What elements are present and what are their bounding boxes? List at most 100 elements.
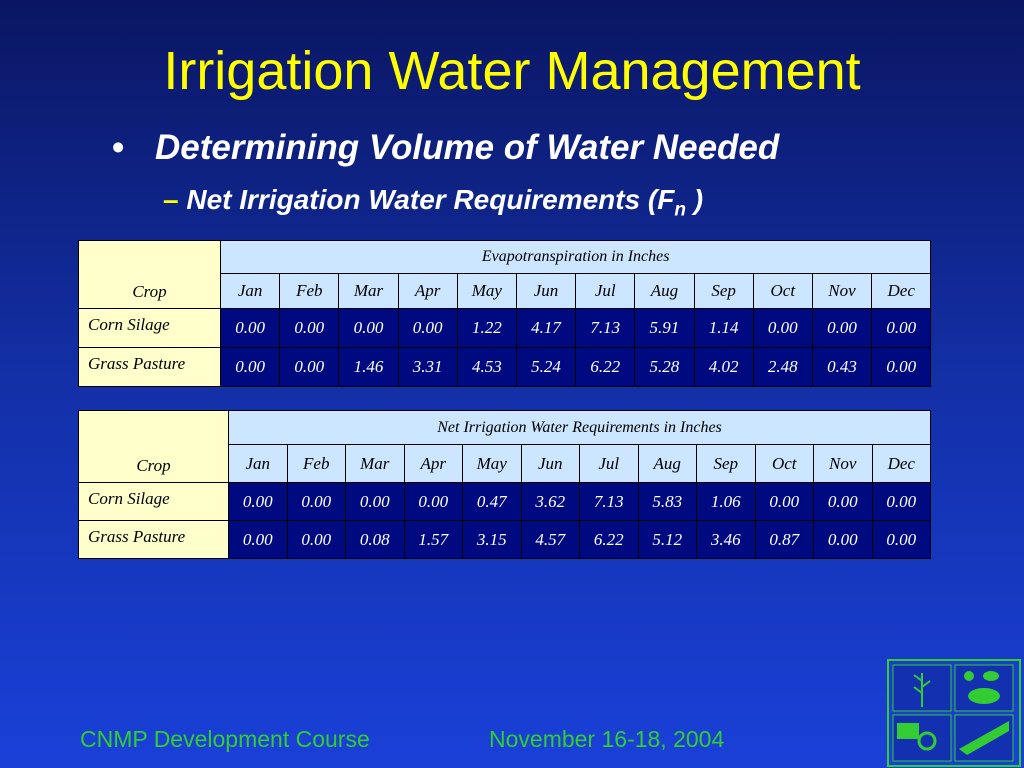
value-cell: 0.00: [752, 308, 813, 348]
crop-name: Corn Silage: [78, 482, 229, 521]
month-row: Jan Feb Mar Apr May Jun Jul Aug Sep Oct Nov Dec: [79, 273, 932, 309]
sub-bullet: – Net Irrigation Water Requirements (Fn …: [163, 184, 704, 221]
value-cell: 3.15: [462, 520, 522, 559]
value-cell: 4.02: [693, 347, 754, 387]
value-cell: 0.00: [871, 308, 932, 348]
value-cell: 3.31: [397, 347, 458, 387]
month-header: Sep: [696, 444, 756, 483]
value-cell: 6.22: [579, 520, 639, 559]
month-header: Jul: [575, 273, 636, 309]
month-header: Aug: [637, 444, 697, 483]
value-cell: 0.00: [279, 347, 340, 387]
data-row: Grass Pasture 0.00 0.00 0.08 1.57 3.15 4.57 6.2…: [78, 520, 931, 559]
month-header: Oct: [752, 273, 813, 309]
month-header: Feb: [286, 444, 346, 483]
slide-title: Irrigation Water Management: [163, 41, 861, 101]
value-cell: 0.00: [279, 308, 340, 348]
footer-right: November 16-18, 2004: [489, 726, 725, 752]
month-header: Jan: [219, 273, 281, 309]
subscript: n: [674, 199, 686, 221]
value-cell: 7.13: [579, 482, 639, 521]
data-table: Crop Evapotranspiration in Inches Jan Feb Ma…: [78, 240, 932, 387]
value-cell: 0.43: [811, 347, 873, 387]
value-cell: 0.00: [871, 520, 931, 559]
month-header: Apr: [397, 273, 458, 309]
value-cell: 5.83: [637, 482, 697, 521]
data-row: Corn Silage 0.00 0.00 0.00 0.00 1.22 4.17 7.13 5…: [78, 308, 932, 348]
month-header: Jan: [228, 444, 288, 483]
month-header: Dec: [871, 273, 932, 309]
month-header: May: [456, 273, 517, 309]
table-container: Crop Evapotranspiration in Inches Jan Feb Ma…: [78, 240, 932, 387]
sub-bullet-text: Net Irrigation Water Requirements (F: [186, 184, 675, 215]
value-cell: 0.00: [228, 520, 288, 559]
crop-header: Crop: [78, 240, 221, 309]
value-cell: 0.00: [813, 482, 873, 521]
crop-name: Grass Pasture: [78, 347, 221, 387]
value-cell: 4.17: [515, 308, 577, 348]
value-cell: 2.48: [752, 347, 813, 387]
month-header: Mar: [338, 273, 399, 309]
value-cell: 1.22: [456, 308, 517, 348]
bullet-text: Determining Volume of Water Needed: [155, 128, 780, 167]
value-cell: 0.00: [754, 482, 814, 521]
month-header: Jun: [520, 444, 580, 483]
logo: [887, 659, 1021, 767]
crop-name: Grass Pasture: [78, 520, 229, 559]
value-cell: 0.08: [345, 520, 405, 559]
value-cell: 5.28: [634, 347, 695, 387]
value-cell: 0.00: [813, 520, 873, 559]
value-cell: 0.00: [219, 308, 281, 348]
value-cell: 1.46: [338, 347, 399, 387]
value-cell: 0.00: [871, 482, 931, 521]
value-cell: 5.24: [515, 347, 577, 387]
value-cell: 0.00: [338, 308, 399, 348]
value-cell: 4.53: [456, 347, 517, 387]
month-header: Jul: [579, 444, 639, 483]
month-header: Nov: [811, 273, 873, 309]
month-header: Sep: [693, 273, 754, 309]
data-row: Grass Pasture 0.00 0.00 1.46 3.31 4.53 5.24 6.2…: [78, 347, 932, 387]
month-header: Jun: [515, 273, 577, 309]
value-cell: 0.00: [345, 482, 405, 521]
value-cell: 0.00: [871, 347, 932, 387]
table-container: Crop Net Irrigation Water Requirements in…: [78, 410, 931, 559]
value-cell: 0.47: [462, 482, 522, 521]
crop-header: Crop: [78, 410, 229, 483]
value-cell: 5.91: [634, 308, 695, 348]
month-header: May: [462, 444, 522, 483]
value-cell: 0.00: [228, 482, 288, 521]
value-cell: 1.57: [403, 520, 463, 559]
month-header: Nov: [813, 444, 873, 483]
value-cell: 0.00: [403, 482, 463, 521]
month-header: Oct: [754, 444, 814, 483]
value-cell: 1.14: [693, 308, 754, 348]
value-cell: 7.13: [575, 308, 636, 348]
header-row: Crop Net Irrigation Water Requirements in…: [78, 410, 931, 483]
group-header: Net Irrigation Water Requirements in Inc…: [228, 410, 931, 445]
value-cell: 3.46: [696, 520, 756, 559]
data-table: Crop Net Irrigation Water Requirements in…: [78, 410, 931, 559]
month-header: Apr: [403, 444, 463, 483]
value-cell: 4.57: [520, 520, 580, 559]
value-cell: 0.87: [754, 520, 814, 559]
crop-name: Corn Silage: [78, 308, 221, 348]
month-header: Feb: [279, 273, 340, 309]
value-cell: 0.00: [397, 308, 458, 348]
group-header: Evapotranspiration in Inches: [219, 240, 932, 274]
value-cell: 0.00: [286, 520, 346, 559]
value-cell: 5.12: [637, 520, 697, 559]
value-cell: 0.00: [286, 482, 346, 521]
month-header: Dec: [871, 444, 931, 483]
value-cell: 0.00: [219, 347, 281, 387]
value-cell: 6.22: [575, 347, 636, 387]
month-row: Jan Feb Mar Apr May Jun Jul Aug Sep Oct Nov Dec: [79, 444, 931, 483]
sub-bullet-end: ): [685, 184, 704, 215]
value-cell: 0.00: [811, 308, 873, 348]
data-row: Corn Silage 0.00 0.00 0.00 0.00 0.47 3.62 7.13 5…: [78, 482, 931, 521]
month-header: Aug: [634, 273, 695, 309]
value-cell: 1.06: [696, 482, 756, 521]
value-cell: 3.62: [520, 482, 580, 521]
header-row: Crop Evapotranspiration in Inches: [78, 240, 932, 309]
